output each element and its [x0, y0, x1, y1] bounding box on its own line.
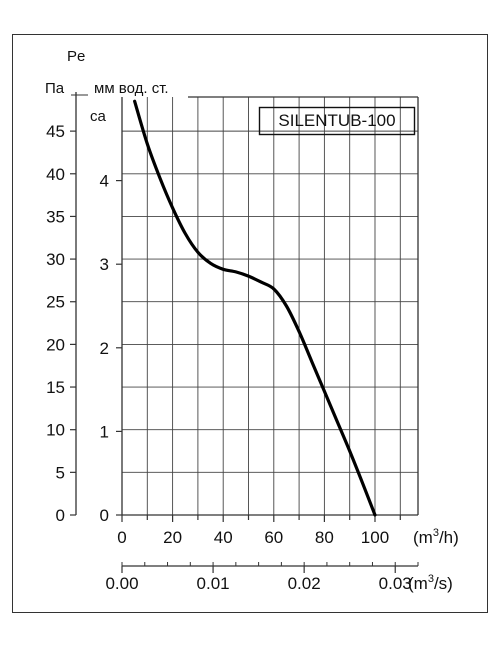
legend-box: [258, 106, 416, 136]
pa-tick-label: 15: [46, 378, 65, 397]
mm-unit-sub-label: ca: [90, 108, 107, 125]
mm-tick-label: 2: [100, 339, 109, 358]
x-unit-label: (m3/h): [413, 527, 459, 547]
pe-axis-label: Pe: [67, 48, 85, 65]
pa-tick-label: 5: [56, 463, 65, 482]
x-tick-label: 0: [117, 528, 126, 547]
pa-tick-label: 25: [46, 293, 65, 312]
grid: [122, 97, 418, 515]
pa-tick-label: 20: [46, 335, 65, 354]
legend-label: SILENTUB-100: [278, 111, 395, 130]
x2-unit-label: (m3/s): [408, 573, 453, 593]
x-tick-label: 40: [214, 528, 233, 547]
x2-tick-label: 0.02: [288, 574, 321, 593]
mm-tick-label: 4: [100, 172, 109, 191]
pa-tick-label: 35: [46, 207, 65, 226]
mm-tick-label: 0: [100, 506, 109, 525]
axes: [70, 92, 419, 573]
x-tick-label: 100: [361, 528, 389, 547]
x-tick-label: 60: [264, 528, 283, 547]
pa-tick-label: 10: [46, 421, 65, 440]
mm-tick-label: 3: [100, 255, 109, 274]
series-layer: [133, 99, 377, 517]
pa-unit-label: Па: [45, 80, 65, 97]
x-tick-label: 80: [315, 528, 334, 547]
series-line-silentub-100: [133, 99, 377, 517]
x2-tick-label: 0.01: [197, 574, 230, 593]
x-tick-label: 20: [163, 528, 182, 547]
pa-tick-label: 0: [56, 506, 65, 525]
mm-tick-label: 1: [100, 422, 109, 441]
pa-tick-label: 40: [46, 165, 65, 184]
x2-tick-label: 0.03: [379, 574, 412, 593]
x2-tick-label: 0.00: [105, 574, 138, 593]
pa-tick-label: 45: [46, 122, 65, 141]
mm-unit-label: мм вод. ст.: [94, 80, 169, 97]
figure-border: [12, 34, 488, 613]
pa-tick-label: 30: [46, 250, 65, 269]
